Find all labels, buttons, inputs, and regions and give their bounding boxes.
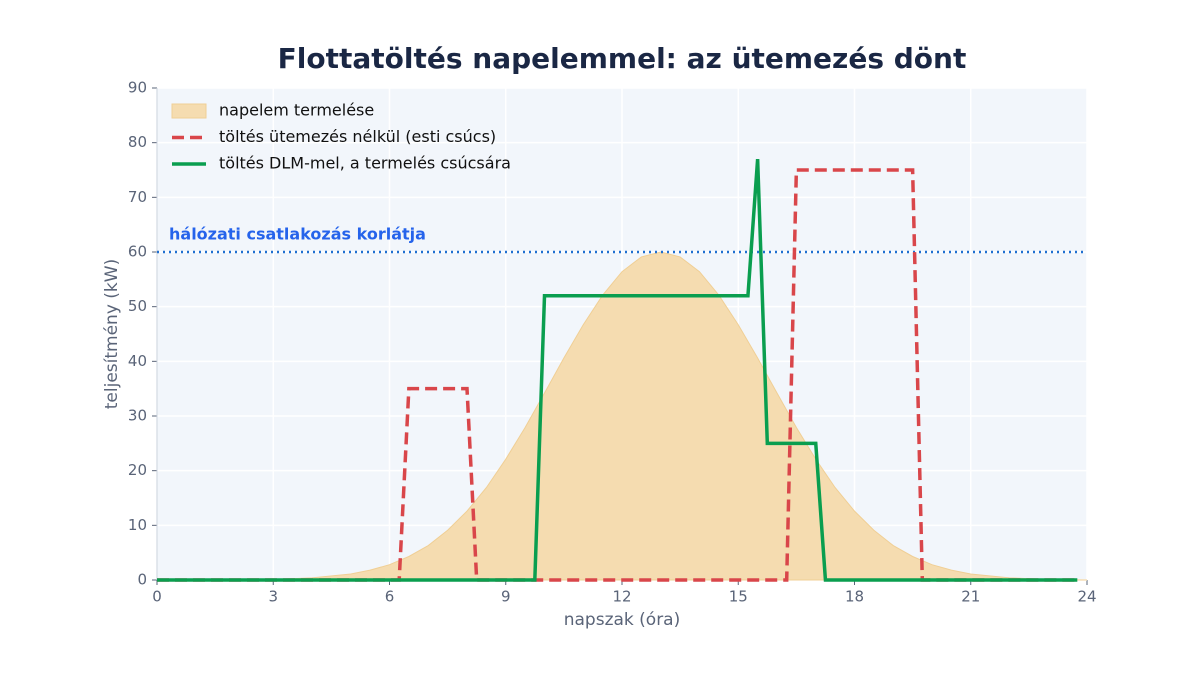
line bbox=[157, 158, 1078, 582]
x-tick-label: 0 bbox=[152, 588, 162, 606]
x-axis-label: napszak (óra) bbox=[564, 610, 681, 630]
legend-label: töltés ütemezés nélkül (esti csúcs) bbox=[219, 127, 496, 146]
reference-label: hálózati csatlakozás korlátja bbox=[169, 225, 426, 244]
x-tick-label: 12 bbox=[612, 588, 631, 606]
y-tick-label: 70 bbox=[128, 188, 147, 206]
y-axis-label: teljesítmény (kW) bbox=[102, 259, 122, 409]
x-tick-label: 24 bbox=[1077, 588, 1096, 606]
y-tick-label: 20 bbox=[128, 461, 147, 479]
x-tick-label: 9 bbox=[501, 588, 511, 606]
y-tick-label: 30 bbox=[128, 407, 147, 425]
y-tick-label: 90 bbox=[128, 79, 147, 97]
y-tick-label: 40 bbox=[128, 352, 147, 370]
x-tick-label: 15 bbox=[729, 588, 748, 606]
x-tick-label: 21 bbox=[961, 588, 980, 606]
chart-title: Flottatöltés napelemmel: az ütemezés dön… bbox=[278, 42, 967, 75]
y-tick-label: 10 bbox=[128, 516, 147, 534]
legend-label: töltés DLM-mel, a termelés csúcsára bbox=[219, 154, 511, 173]
x-tick-label: 18 bbox=[845, 588, 864, 606]
x-tick-label: 6 bbox=[385, 588, 395, 606]
y-tick-label: 50 bbox=[128, 297, 147, 315]
legend-swatch bbox=[171, 103, 207, 119]
line bbox=[157, 168, 1078, 582]
area bbox=[157, 251, 1088, 581]
legend-label: napelem termelése bbox=[219, 101, 374, 120]
y-tick-label: 80 bbox=[128, 133, 147, 151]
y-tick-label: 0 bbox=[137, 571, 147, 589]
x-tick-label: 3 bbox=[268, 588, 278, 606]
y-tick-label: 60 bbox=[128, 243, 147, 261]
